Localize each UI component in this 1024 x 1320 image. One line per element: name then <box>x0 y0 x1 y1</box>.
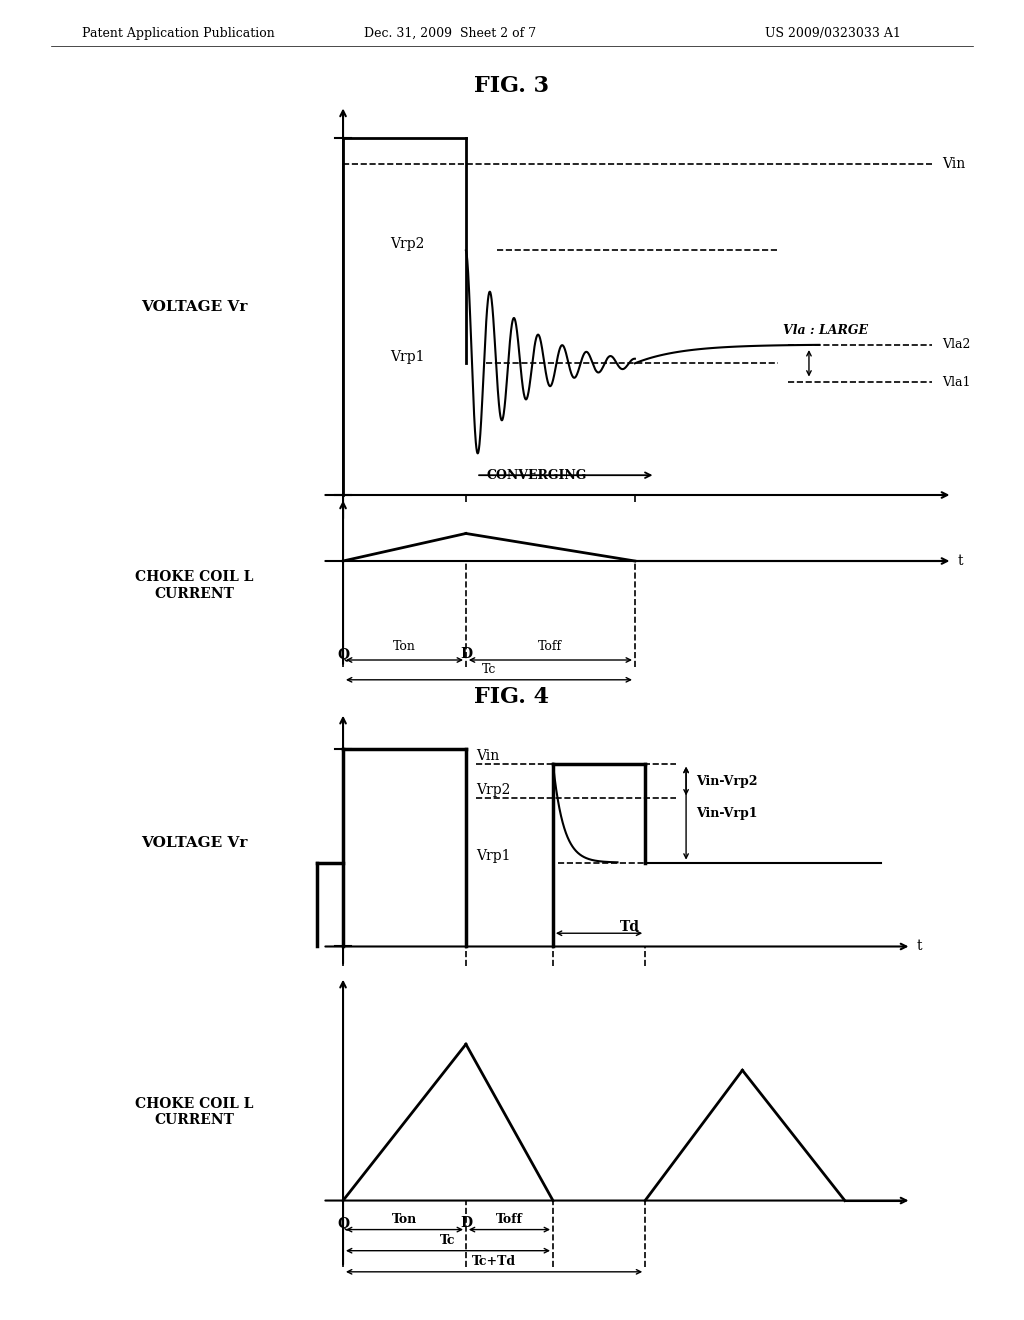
Text: FIG. 4: FIG. 4 <box>474 686 550 708</box>
Text: Td: Td <box>620 920 640 933</box>
Text: Tc+Td: Tc+Td <box>472 1255 516 1267</box>
Text: Vla1: Vla1 <box>942 376 971 388</box>
Text: Vin: Vin <box>942 157 966 172</box>
Text: t: t <box>957 554 963 568</box>
Text: FIG. 3: FIG. 3 <box>474 75 550 96</box>
Text: Vrp1: Vrp1 <box>390 350 425 364</box>
Text: Dec. 31, 2009  Sheet 2 of 7: Dec. 31, 2009 Sheet 2 of 7 <box>365 26 537 40</box>
Text: CONVERGING: CONVERGING <box>486 469 587 482</box>
Text: VOLTAGE Vr: VOLTAGE Vr <box>141 836 248 850</box>
Text: CHOKE COIL L
CURRENT: CHOKE COIL L CURRENT <box>135 1097 254 1127</box>
Text: VOLTAGE Vr: VOLTAGE Vr <box>141 300 248 314</box>
Text: Toff: Toff <box>539 640 562 653</box>
Text: Toff: Toff <box>496 1213 523 1225</box>
Text: D: D <box>460 1217 472 1230</box>
Text: Ton: Ton <box>393 640 416 653</box>
Text: Vin-Vrp1: Vin-Vrp1 <box>696 807 758 820</box>
Text: Vin-Vrp2: Vin-Vrp2 <box>696 775 758 788</box>
Text: Vrp2: Vrp2 <box>390 236 425 251</box>
Text: US 2009/0323033 A1: US 2009/0323033 A1 <box>765 26 901 40</box>
Text: CHOKE COIL L
CURRENT: CHOKE COIL L CURRENT <box>135 570 254 601</box>
Text: Vin: Vin <box>476 748 500 763</box>
Text: Tc: Tc <box>481 663 497 676</box>
Text: Q: Q <box>337 647 349 661</box>
Text: Q: Q <box>337 1217 349 1230</box>
Text: Vla2: Vla2 <box>942 338 971 351</box>
Text: Patent Application Publication: Patent Application Publication <box>82 26 274 40</box>
Text: Vrp1: Vrp1 <box>476 849 511 863</box>
Text: Tc: Tc <box>440 1234 456 1246</box>
Text: Vrp2: Vrp2 <box>476 784 511 797</box>
Text: Ton: Ton <box>392 1213 417 1225</box>
Text: t: t <box>916 940 922 953</box>
Text: Vla : LARGE: Vla : LARGE <box>783 323 868 337</box>
Text: D: D <box>460 647 472 661</box>
